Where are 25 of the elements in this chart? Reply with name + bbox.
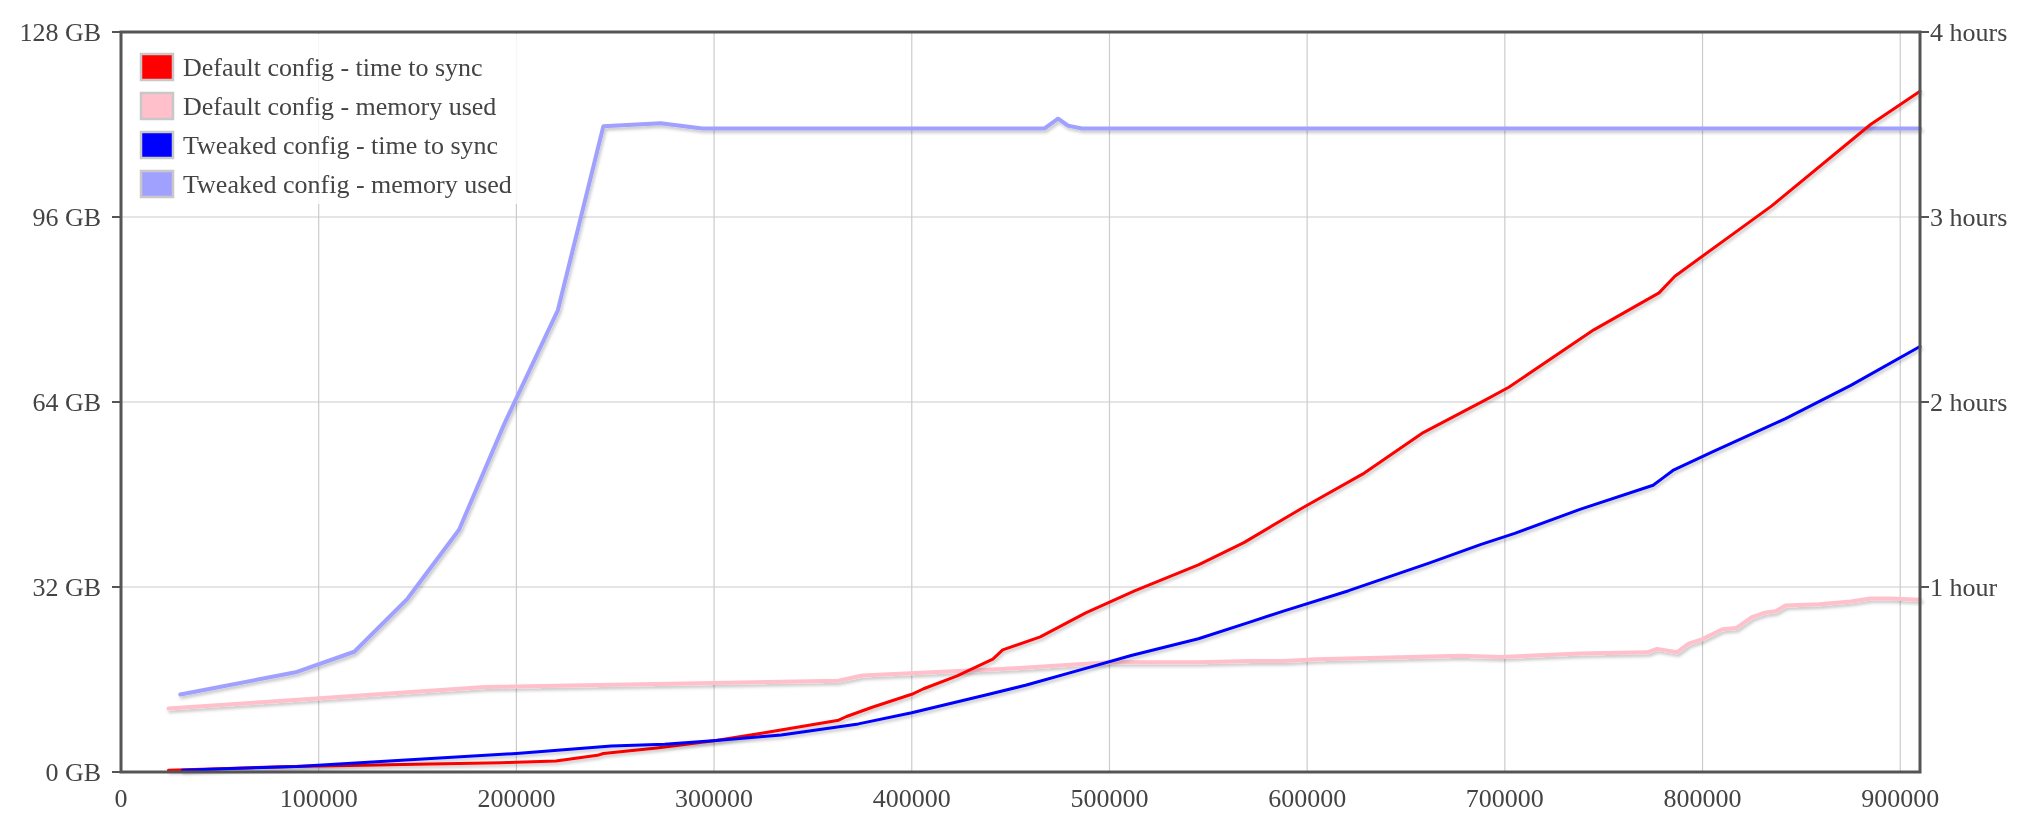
x-tick-label: 0 (114, 783, 128, 813)
y-tick-label: 0 GB (45, 757, 101, 787)
legend-label: Default config - time to sync (183, 52, 483, 82)
x-tick-label: 700000 (1465, 783, 1544, 813)
x-tick-label: 300000 (675, 783, 754, 813)
y-tick-label: 32 GB (32, 572, 101, 602)
x-tick-label: 500000 (1070, 783, 1149, 813)
x-tick-label: 200000 (477, 783, 556, 813)
y2-tick-label: 1 hour (1930, 572, 1998, 602)
x-tick-label: 100000 (279, 783, 358, 813)
line-series (180, 345, 1922, 772)
legend-label: Tweaked config - time to sync (183, 130, 499, 160)
y-tick-label: 96 GB (32, 202, 101, 232)
line-series (166, 596, 1922, 711)
legend-label: Default config - memory used (183, 91, 497, 121)
y2-tick-label: 3 hours (1930, 202, 2008, 232)
y2-tick-label: 2 hours (1930, 387, 2008, 417)
x-tick-label: 400000 (872, 783, 951, 813)
legend-label: Tweaked config - memory used (183, 169, 512, 199)
y-tick-label: 64 GB (32, 387, 101, 417)
x-tick-label: 900000 (1861, 783, 1940, 813)
x-tick-label: 600000 (1268, 783, 1347, 813)
x-tick-label: 800000 (1663, 783, 1742, 813)
y2-tick-label: 4 hours (1930, 17, 2008, 47)
y-tick-label: 128 GB (19, 17, 101, 47)
